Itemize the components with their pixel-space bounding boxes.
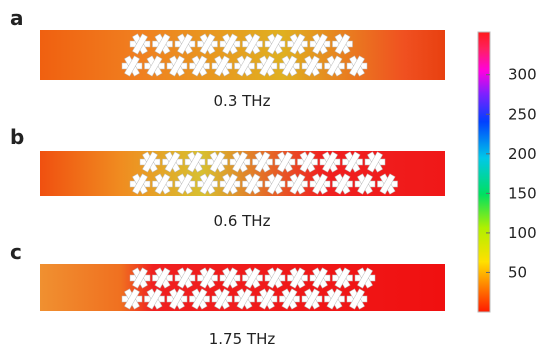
pillar-arm [289,267,306,289]
pillar-arm [177,173,193,195]
pillar-arm [367,151,383,173]
colorbar-tick-label: 200 [508,145,537,163]
pillar-arm [214,55,230,77]
pillar-arm [146,55,163,77]
pillar-arm [349,288,365,310]
pillar-arm [281,55,298,77]
caption: 0.6 THz [214,212,271,230]
pillar-arm [349,55,365,77]
pillar-arm [312,33,328,55]
pillar-arm [154,267,171,289]
pillar-arm [344,151,361,173]
pillar-arm [357,173,373,195]
pillar-arm [236,288,253,310]
panel-label: c [10,240,22,264]
pillar-arm [289,33,306,55]
pillar-arm [222,267,238,289]
pillar-arm [232,151,248,173]
pillar-arm [199,173,216,195]
pillar-arm [146,288,163,310]
pillar-arm [222,173,238,195]
pillar-arm [154,173,171,195]
pillar-arm [326,55,343,77]
colorbar-tick-label: 50 [508,263,527,281]
pillar-arm [281,288,298,310]
pillar-arm [169,55,185,77]
pillar-arm [177,33,193,55]
colorbar-tick-label: 300 [508,66,537,84]
pillar-arm [334,33,351,55]
pillar-arm [299,151,316,173]
pillar-arm [191,288,208,310]
panel-label: a [10,6,24,30]
pillar-arm [214,288,230,310]
panel-label: b [10,125,24,149]
pillar-arm [289,173,306,195]
pillar-arm [267,173,283,195]
pillar-arm [154,33,171,55]
pillar-arm [267,267,283,289]
pillar-arm [199,33,216,55]
pillar-arm [132,33,148,55]
pillar-arm [142,151,158,173]
pillar-arm [322,151,338,173]
pillar-arm [357,267,373,289]
pillar-arm [312,267,328,289]
pillar-arm [267,33,283,55]
pillar-arm [334,173,351,195]
pillar-arm [132,173,148,195]
pillar-arm [236,55,253,77]
pillar-arm [244,33,261,55]
caption: 0.3 THz [214,92,271,110]
pillar-arm [244,173,261,195]
pillar-arm [259,55,275,77]
pillar-arm [304,288,320,310]
pillar-arm [177,267,193,289]
pillar-array [121,33,398,310]
pillar-arm [334,267,351,289]
pillar-arm [164,151,181,173]
pillar-arm [199,267,216,289]
pillar-arm [254,151,271,173]
pillar-arm [187,151,203,173]
pillar-arm [244,267,261,289]
pillar-arm [169,288,185,310]
colorbar-tick-label: 150 [508,184,537,202]
colorbar-tick-label: 250 [508,105,537,123]
pillar-arm [312,173,328,195]
pillar-arm [304,55,320,77]
pillar-arm [222,33,238,55]
pillar-arm [124,288,140,310]
pillar-arm [379,173,396,195]
pillar-arm [132,267,148,289]
pillar-arm [209,151,226,173]
pillar-arm [277,151,293,173]
colorbar [477,31,491,313]
pillar-arm [259,288,275,310]
caption: 1.75 THz [209,330,276,348]
pillar-arm [326,288,343,310]
pillar-arm [191,55,208,77]
pillar-arm [124,55,140,77]
colorbar-tick-label: 100 [508,224,537,242]
